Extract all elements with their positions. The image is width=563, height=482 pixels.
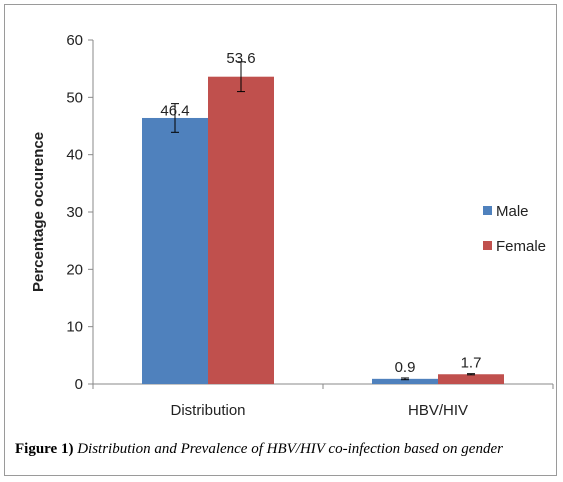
bar-female bbox=[208, 76, 274, 385]
caption-text: Distribution and Prevalence of HBV/HIV c… bbox=[77, 441, 503, 457]
legend-label-female: Female bbox=[496, 238, 546, 255]
y-tick-label: 0 bbox=[75, 376, 83, 393]
legend-swatch-female bbox=[483, 241, 492, 250]
data-label: 0.9 bbox=[395, 359, 416, 376]
caption-label: Figure 1) bbox=[15, 441, 74, 457]
x-category-label: HBV/HIV bbox=[408, 402, 468, 419]
figure-caption: Figure 1) Distribution and Prevalence of… bbox=[15, 441, 555, 458]
bar-female bbox=[438, 374, 504, 384]
y-tick-label: 40 bbox=[66, 147, 83, 164]
bar-chart: 0 10 20 30 40 50 60 Distribution HBV/HIV Percenta… bbox=[30, 32, 554, 419]
legend-label-male: Male bbox=[496, 203, 529, 220]
legend-swatch-male bbox=[483, 206, 492, 215]
figure-frame: 0 10 20 30 40 50 60 Distribution HBV/HIV Percenta… bbox=[4, 4, 557, 476]
x-category-label: Distribution bbox=[170, 402, 245, 419]
data-label: 53.6 bbox=[226, 50, 255, 67]
data-label: 46.4 bbox=[160, 103, 189, 120]
y-tick-label: 30 bbox=[66, 204, 83, 221]
y-tick-label: 50 bbox=[66, 89, 83, 106]
y-tick-label: 10 bbox=[66, 319, 83, 336]
bar-male bbox=[142, 117, 208, 385]
bar-male bbox=[372, 378, 438, 384]
y-axis-title: Percentage occurence bbox=[30, 132, 47, 292]
data-label: 1.7 bbox=[461, 355, 482, 372]
y-tick-label: 20 bbox=[66, 261, 83, 278]
y-tick-label: 60 bbox=[66, 32, 83, 49]
